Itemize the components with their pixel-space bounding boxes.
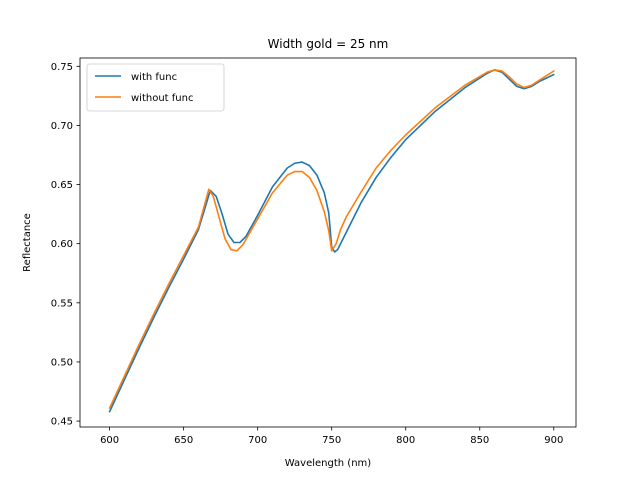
x-tick-label: 900 <box>544 435 563 446</box>
x-tick-label: 650 <box>174 435 193 446</box>
legend: with func without func <box>86 63 225 112</box>
x-tick-label: 700 <box>248 435 267 446</box>
x-tick-label: 600 <box>100 435 119 446</box>
y-tick-label: 0.50 <box>51 357 73 368</box>
y-tick-label: 0.70 <box>51 121 73 132</box>
plot-frame <box>79 57 577 428</box>
y-tick-label: 0.60 <box>51 239 73 250</box>
y-tick-label: 0.75 <box>51 62 73 73</box>
legend-label-without-func: without func <box>131 93 193 104</box>
y-tick-label: 0.45 <box>51 417 73 428</box>
series-layer <box>108 69 555 413</box>
x-tick-label: 750 <box>322 435 341 446</box>
x-tick-label: 850 <box>470 435 489 446</box>
y-tick-label: 0.65 <box>51 180 73 191</box>
x-axis-label: Wavelength (nm) <box>285 458 371 469</box>
legend-label-with-func: with func <box>131 72 177 83</box>
y-axis-label: Reflectance <box>22 213 33 272</box>
series-line-without-func <box>108 69 555 409</box>
chart-title: Width gold = 25 nm <box>268 37 389 51</box>
legend-box <box>86 63 225 112</box>
y-tick-label: 0.55 <box>51 298 73 309</box>
axes-layer: 600 650 700 750 800 850 900 0.45 0.50 0.55 0.60 0.6… <box>51 57 577 446</box>
x-tick-label: 800 <box>396 435 415 446</box>
